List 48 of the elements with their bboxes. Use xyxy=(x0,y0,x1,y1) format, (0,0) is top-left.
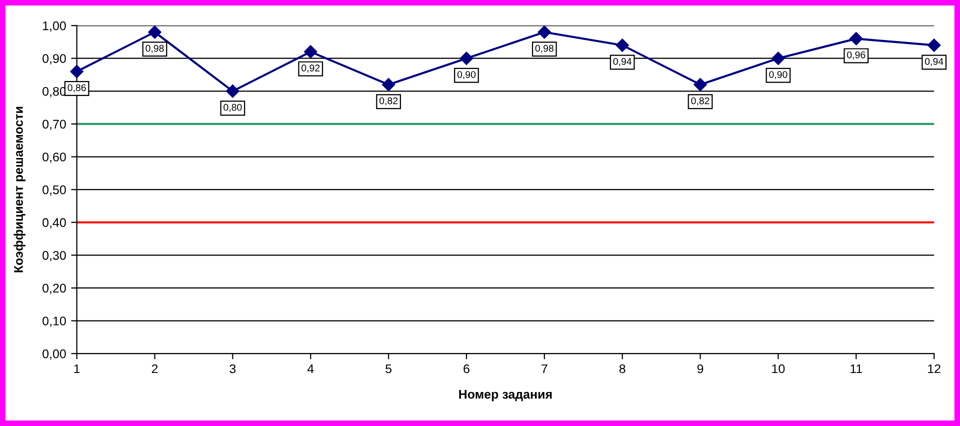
x-tick-label: 10 xyxy=(772,364,785,374)
x-tick-label: 9 xyxy=(697,364,704,374)
point xyxy=(538,26,551,39)
data-label: 0,92 xyxy=(302,64,320,73)
x-tick-label: 12 xyxy=(928,364,940,374)
x-tick-label: 3 xyxy=(230,364,236,374)
y-tick-label: 0,40 xyxy=(42,218,66,228)
y-tick-label: 0,30 xyxy=(42,250,66,262)
y-axis-title: Коэффициент решаемости xyxy=(14,106,26,272)
data-label: 0,96 xyxy=(847,51,866,60)
x-axis-title: Номер задания xyxy=(459,390,552,402)
x-tick-label: 6 xyxy=(464,364,470,374)
x-tick-label: 4 xyxy=(307,364,314,374)
data-label: 0,82 xyxy=(691,97,710,106)
point xyxy=(226,84,240,98)
x-tick-label: 5 xyxy=(386,364,392,374)
point xyxy=(382,78,396,92)
y-tick-label: 0,20 xyxy=(42,284,66,294)
x-tick-label: 1 xyxy=(74,364,80,374)
data-label: 0,94 xyxy=(925,58,944,66)
data-label: 0,86 xyxy=(68,84,86,92)
x-tick-label: 8 xyxy=(619,364,626,374)
y-tick-label: 0,00 xyxy=(42,349,66,360)
x-tick-label: 7 xyxy=(542,364,548,374)
point xyxy=(927,38,941,52)
point xyxy=(148,26,162,39)
y-tick-label: 0,70 xyxy=(42,120,66,130)
data-label: 0,90 xyxy=(769,71,788,80)
data-label: 0,80 xyxy=(224,104,242,112)
point xyxy=(850,32,863,46)
y-tick-label: 0,50 xyxy=(42,185,66,196)
y-tick-label: 0,90 xyxy=(42,54,66,64)
point xyxy=(694,78,707,92)
y-tick-label: 1,00 xyxy=(43,21,66,32)
x-tick-label: 11 xyxy=(850,364,862,374)
y-tick-label: 0,60 xyxy=(42,152,66,163)
data-label: 0,98 xyxy=(535,44,554,53)
data-label: 0,98 xyxy=(146,44,164,53)
point xyxy=(460,52,474,65)
point xyxy=(616,38,629,52)
x-tick-label: 2 xyxy=(152,364,158,374)
data-label: 0,90 xyxy=(457,71,476,80)
data-label: 0,82 xyxy=(379,97,398,106)
y-tick-label: 0,10 xyxy=(42,316,66,327)
point xyxy=(70,64,84,78)
point xyxy=(772,52,785,65)
data-label: 0,94 xyxy=(613,58,632,66)
point xyxy=(304,45,318,58)
